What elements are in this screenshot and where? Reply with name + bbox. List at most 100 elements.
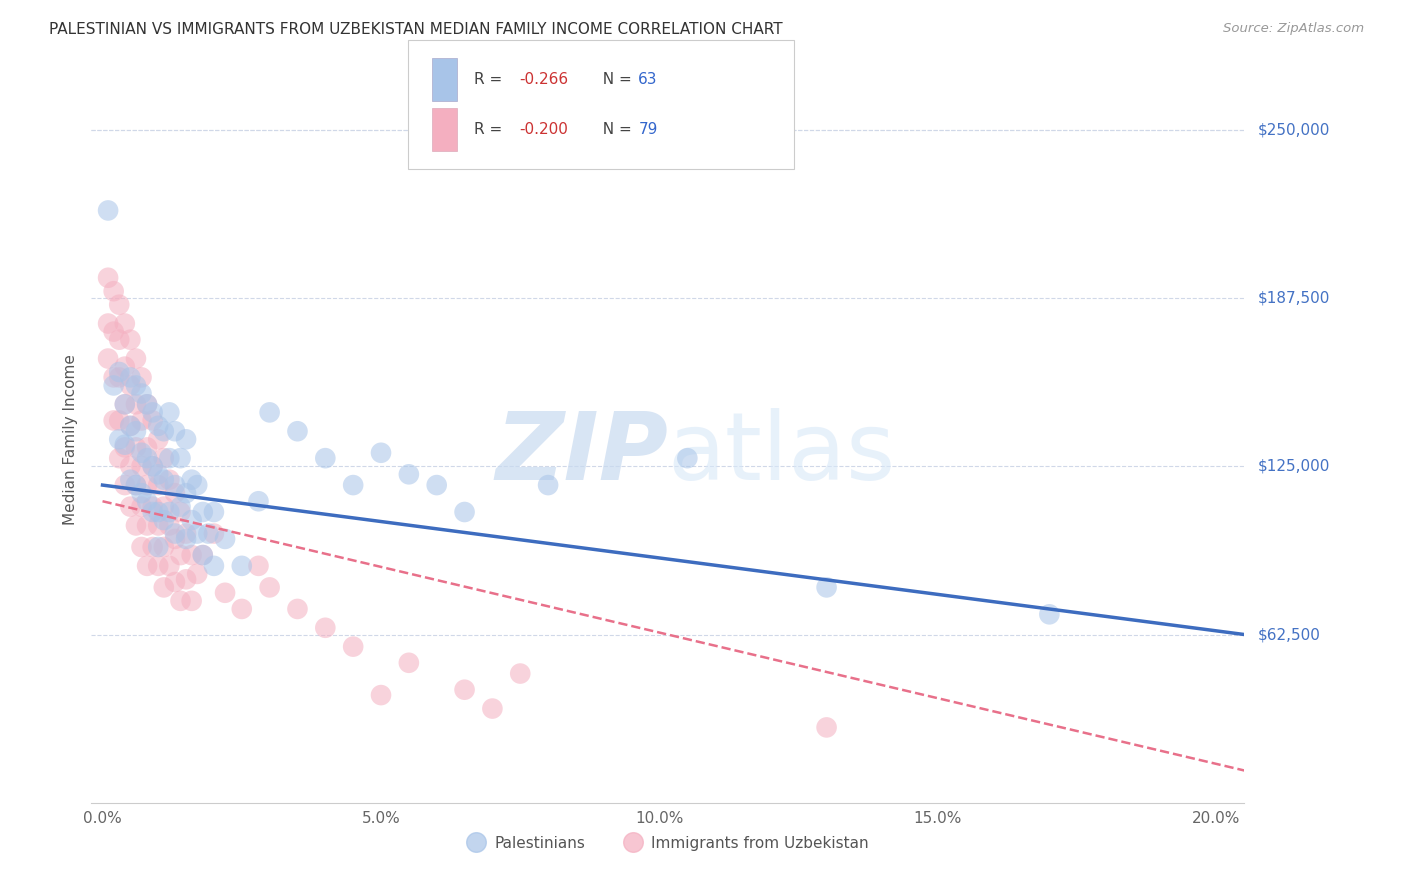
Text: $187,500: $187,500 bbox=[1258, 291, 1330, 305]
Point bbox=[131, 370, 153, 384]
Text: ZIP: ZIP bbox=[495, 408, 668, 500]
Point bbox=[676, 451, 699, 466]
Point bbox=[103, 370, 125, 384]
Point bbox=[108, 413, 131, 427]
Point bbox=[148, 518, 170, 533]
Point bbox=[125, 351, 148, 366]
Point bbox=[142, 459, 165, 474]
Point bbox=[180, 548, 202, 562]
Point bbox=[186, 478, 208, 492]
Point bbox=[114, 397, 136, 411]
Point bbox=[120, 473, 142, 487]
Point bbox=[148, 478, 170, 492]
Point bbox=[114, 441, 136, 455]
Point bbox=[120, 459, 142, 474]
Point bbox=[125, 478, 148, 492]
Point bbox=[148, 505, 170, 519]
Point bbox=[163, 532, 186, 546]
Point bbox=[97, 317, 120, 331]
Point bbox=[152, 424, 174, 438]
Point bbox=[186, 566, 208, 581]
Point bbox=[142, 413, 165, 427]
Point bbox=[103, 378, 125, 392]
Text: $250,000: $250,000 bbox=[1258, 122, 1330, 137]
Point bbox=[186, 526, 208, 541]
Point bbox=[231, 558, 253, 573]
Point bbox=[152, 540, 174, 554]
Point bbox=[131, 459, 153, 474]
Point bbox=[157, 405, 180, 419]
Point bbox=[247, 494, 270, 508]
Point bbox=[191, 548, 214, 562]
Point bbox=[114, 478, 136, 492]
Point bbox=[131, 446, 153, 460]
Point bbox=[131, 386, 153, 401]
Point bbox=[152, 500, 174, 514]
Point bbox=[108, 298, 131, 312]
Point bbox=[202, 558, 225, 573]
Point bbox=[114, 438, 136, 452]
Point bbox=[136, 478, 159, 492]
Point bbox=[214, 586, 236, 600]
Text: R =: R = bbox=[474, 72, 508, 87]
Point bbox=[114, 397, 136, 411]
Point bbox=[398, 656, 420, 670]
Point bbox=[120, 500, 142, 514]
Point bbox=[163, 526, 186, 541]
Point bbox=[103, 284, 125, 298]
Point bbox=[287, 602, 309, 616]
Point bbox=[169, 594, 191, 608]
Point bbox=[169, 548, 191, 562]
Point bbox=[142, 405, 165, 419]
Point bbox=[157, 558, 180, 573]
Point bbox=[148, 558, 170, 573]
Point bbox=[174, 532, 197, 546]
Point bbox=[103, 325, 125, 339]
Point bbox=[174, 486, 197, 500]
Point bbox=[120, 378, 142, 392]
Point bbox=[97, 203, 120, 218]
Text: N =: N = bbox=[593, 72, 637, 87]
Point bbox=[287, 424, 309, 438]
Point bbox=[120, 418, 142, 433]
Point bbox=[136, 451, 159, 466]
Text: -0.266: -0.266 bbox=[519, 72, 568, 87]
Point bbox=[136, 441, 159, 455]
Point bbox=[370, 688, 392, 702]
Point bbox=[108, 432, 131, 446]
Point bbox=[481, 701, 503, 715]
Point bbox=[136, 397, 159, 411]
Point bbox=[136, 397, 159, 411]
Point bbox=[157, 473, 180, 487]
Point bbox=[125, 397, 148, 411]
Point bbox=[157, 505, 180, 519]
Point bbox=[342, 640, 364, 654]
Point bbox=[191, 505, 214, 519]
Point bbox=[163, 486, 186, 500]
Text: 79: 79 bbox=[638, 122, 658, 136]
Point bbox=[342, 478, 364, 492]
Point bbox=[202, 505, 225, 519]
Legend: Palestinians, Immigrants from Uzbekistan: Palestinians, Immigrants from Uzbekistan bbox=[461, 829, 875, 857]
Point bbox=[163, 424, 186, 438]
Point bbox=[453, 682, 475, 697]
Point bbox=[125, 441, 148, 455]
Point bbox=[114, 359, 136, 374]
Text: $62,500: $62,500 bbox=[1258, 627, 1322, 642]
Point bbox=[108, 365, 131, 379]
Text: PALESTINIAN VS IMMIGRANTS FROM UZBEKISTAN MEDIAN FAMILY INCOME CORRELATION CHART: PALESTINIAN VS IMMIGRANTS FROM UZBEKISTA… bbox=[49, 22, 783, 37]
Point bbox=[142, 540, 165, 554]
Point bbox=[314, 451, 336, 466]
Point bbox=[142, 500, 165, 514]
Text: N =: N = bbox=[593, 122, 637, 136]
Point bbox=[426, 478, 449, 492]
Point bbox=[148, 540, 170, 554]
Point bbox=[136, 558, 159, 573]
Text: atlas: atlas bbox=[668, 408, 896, 500]
Point bbox=[152, 451, 174, 466]
Text: $125,000: $125,000 bbox=[1258, 458, 1330, 474]
Point bbox=[120, 333, 142, 347]
Point bbox=[97, 270, 120, 285]
Point bbox=[169, 500, 191, 514]
Point bbox=[108, 370, 131, 384]
